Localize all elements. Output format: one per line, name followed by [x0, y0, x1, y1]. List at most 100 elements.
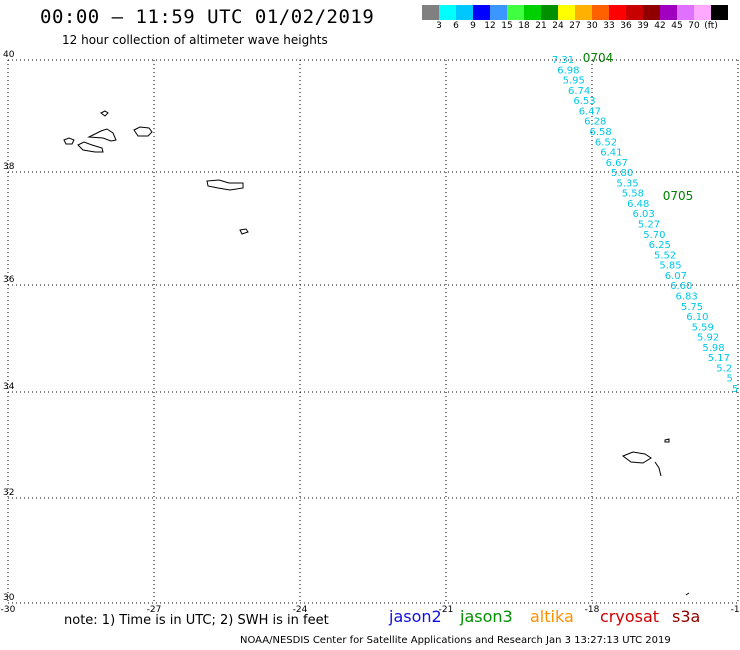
wave-height-label: 6.52 [595, 137, 617, 148]
wave-height-label: 6.47 [579, 106, 601, 117]
legend-swatch [422, 5, 439, 20]
map-ticks: -30 -27 -24 -21 -18 -15 40 38 36 34 32 30 [1, 50, 740, 615]
wave-height-label: 6.48 [627, 199, 649, 210]
legend-label: 36 [620, 21, 632, 31]
wave-height-label: 6.58 [589, 127, 611, 138]
island-outline [100, 110, 109, 117]
legend-label: 18 [518, 21, 530, 31]
lat-tick-label: 34 [3, 382, 15, 392]
island-outline [77, 141, 104, 153]
wave-height-label: 6.41 [600, 148, 622, 159]
legend-swatch [575, 5, 592, 20]
legend-label: 70 [688, 21, 700, 31]
island-outline [239, 228, 249, 235]
legend-swatch [490, 5, 507, 20]
legend-swatch [660, 5, 677, 20]
lon-tick-label: -24 [293, 605, 308, 615]
legend-swatch [626, 5, 643, 20]
lat-tick-label: 32 [3, 488, 14, 498]
legend-label: 3 [436, 21, 442, 31]
track-time-label: 0705 [663, 189, 694, 203]
legend-swatch [677, 5, 694, 20]
legend-swatch [592, 5, 609, 20]
wave-height-label: 5 [732, 384, 738, 395]
wave-height-label: 6.98 [557, 65, 579, 76]
wave-height-label: 6.10 [686, 312, 708, 323]
map-grid [7, 59, 739, 604]
wave-height-label: 5.27 [638, 220, 660, 231]
island-outline [133, 126, 153, 137]
wave-height-label: 5.58 [622, 189, 644, 200]
island-outlines [63, 110, 690, 596]
legend-swatch [473, 5, 490, 20]
wave-height-label: 6.28 [584, 117, 606, 128]
legend-label: 45 [671, 21, 683, 31]
wave-height-label: 5.59 [692, 322, 714, 333]
island-outline [621, 451, 652, 464]
wave-height-label: 5.52 [654, 250, 676, 261]
satellite-name: altika [530, 607, 574, 626]
wave-height-label: 6.60 [670, 281, 692, 292]
legend-label: 9 [470, 21, 476, 31]
legend-label: 24 [552, 21, 564, 31]
legend-label: 30 [586, 21, 598, 31]
page-title: 00:00 – 11:59 UTC 01/02/2019 [40, 6, 375, 28]
wave-height-label: 5.2 [716, 363, 732, 374]
legend-swatch [439, 5, 456, 20]
legend-label: 42 [654, 21, 666, 31]
wave-height-label: 5.85 [659, 261, 681, 272]
wave-height-label: 7.31 [552, 55, 574, 66]
lat-tick-label: 36 [3, 275, 15, 285]
lat-tick-label: 30 [3, 593, 15, 603]
legend-label: 33 [603, 21, 615, 31]
legend-label: (ft) [704, 21, 718, 31]
wave-height-label: 6.03 [632, 209, 654, 220]
page-subtitle: 12 hour collection of altimeter wave hei… [62, 33, 328, 47]
legend-label: 12 [484, 21, 496, 31]
track-time-label: 0704 [583, 51, 614, 65]
legend-label: 6 [453, 21, 459, 31]
legend-swatch [507, 5, 524, 20]
legend-swatch [524, 5, 541, 20]
legend-label: 15 [501, 21, 513, 31]
wave-height-label: 6.67 [606, 158, 628, 169]
legend-swatch [711, 5, 728, 20]
lon-tick-label: -30 [1, 605, 16, 615]
satellite-name: s3a [672, 607, 701, 626]
satellite-track: 7.316.985.956.746.536.476.286.586.526.41… [552, 51, 738, 395]
color-legend [422, 5, 728, 20]
satellite-name: cryosat [600, 607, 660, 626]
wave-height-label: 5.35 [616, 178, 638, 189]
wave-height-label: 6.25 [649, 240, 671, 251]
legend-swatch [609, 5, 626, 20]
lon-tick-label: -15 [731, 605, 740, 615]
legend-label: 21 [535, 21, 547, 31]
legend-label: 27 [569, 21, 581, 31]
footer-note: note: 1) Time is in UTC; 2) SWH is in fe… [64, 613, 329, 628]
lon-tick-label: -27 [147, 605, 162, 615]
wave-height-label: 5 [726, 374, 732, 385]
wave-height-label: 5.80 [611, 168, 633, 179]
lon-tick-label: -18 [585, 605, 600, 615]
wave-height-label: 6.53 [573, 96, 595, 107]
legend-swatch [541, 5, 558, 20]
wave-height-label: 6.07 [665, 271, 687, 282]
island-outline [63, 137, 75, 145]
legend-label: 39 [637, 21, 649, 31]
wave-height-label: 5.92 [697, 333, 719, 344]
wave-height-label: 5.98 [702, 343, 724, 354]
island-outline [654, 461, 662, 477]
lon-tick-label: -21 [439, 605, 454, 615]
legend-swatch [456, 5, 473, 20]
satellite-name: jason3 [460, 607, 513, 626]
legend-swatch [558, 5, 575, 20]
wave-height-label: 6.83 [675, 291, 697, 302]
island-outline [685, 592, 690, 596]
island-outline [664, 438, 670, 443]
footer-credit: NOAA/NESDIS Center for Satellite Applica… [240, 635, 671, 646]
legend-swatch [643, 5, 660, 20]
island-outline [206, 179, 244, 191]
wave-height-label: 5.17 [708, 353, 730, 364]
lat-tick-label: 38 [3, 162, 15, 172]
